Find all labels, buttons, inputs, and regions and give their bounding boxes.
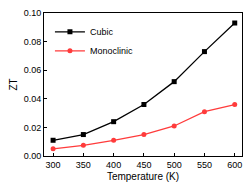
svg-text:ZT: ZT [8,78,19,90]
svg-text:350: 350 [76,160,91,170]
svg-text:0.08: 0.08 [24,37,42,47]
svg-text:0.10: 0.10 [24,8,42,18]
svg-text:0.02: 0.02 [24,123,42,133]
svg-text:0.04: 0.04 [24,94,42,104]
svg-text:0.06: 0.06 [24,65,42,75]
svg-text:Cubic: Cubic [90,27,114,37]
svg-text:400: 400 [106,160,121,170]
svg-text:550: 550 [197,160,212,170]
svg-text:0.00: 0.00 [24,151,42,161]
svg-text:450: 450 [136,160,151,170]
svg-text:Temperature (K): Temperature (K) [107,171,179,182]
svg-text:500: 500 [167,160,182,170]
svg-text:Monoclinic: Monoclinic [90,46,133,56]
svg-text:600: 600 [227,160,242,170]
svg-text:300: 300 [46,160,61,170]
